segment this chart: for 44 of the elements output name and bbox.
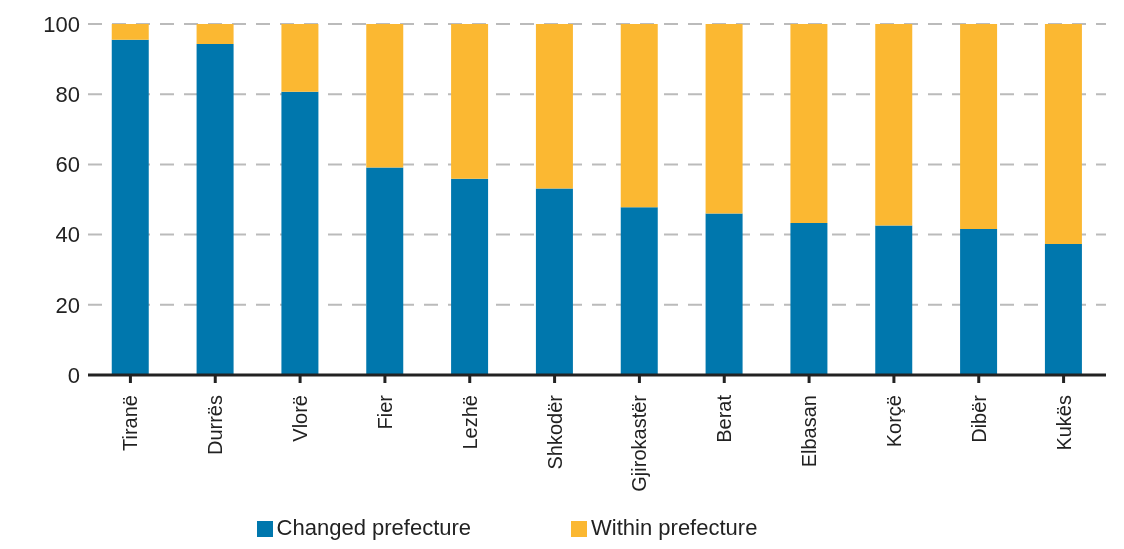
bar xyxy=(875,24,913,226)
x-tick-label: Elbasan xyxy=(798,395,821,468)
y-tick-label: 100 xyxy=(43,11,80,37)
bar xyxy=(960,228,998,375)
x-tick-label: Tiranë xyxy=(119,395,142,451)
bar xyxy=(875,225,913,375)
bar xyxy=(790,223,828,375)
y-tick-label: 40 xyxy=(55,222,80,248)
x-tick-label: Berat xyxy=(713,394,736,443)
bar xyxy=(1044,244,1082,375)
x-tick-label: Fier xyxy=(373,394,396,430)
bar xyxy=(281,24,319,92)
x-tick-label: Dibër xyxy=(967,394,990,443)
bar xyxy=(366,167,404,375)
y-tick-label: 0 xyxy=(67,362,80,388)
legend-label: Within prefecture xyxy=(591,515,758,540)
x-tick-label: Korçë xyxy=(882,395,905,448)
x-tick-label: Shkodër xyxy=(543,394,566,470)
y-tick-label: 20 xyxy=(55,292,80,318)
x-tick-label: Durrës xyxy=(204,395,227,456)
x-tick-label: Gjirokastër xyxy=(628,394,651,492)
bar xyxy=(111,39,149,375)
legend-label: Changed prefecture xyxy=(276,515,472,540)
bar xyxy=(111,24,149,40)
bar xyxy=(1044,24,1082,245)
bar xyxy=(196,24,234,45)
x-tick-label: Kukës xyxy=(1052,395,1075,451)
x-tick-label: Lezhë xyxy=(458,395,481,450)
bar xyxy=(535,188,573,375)
y-tick-label: 60 xyxy=(55,152,80,178)
y-tick-label: 80 xyxy=(55,82,80,108)
bar xyxy=(705,24,743,214)
bar xyxy=(451,178,489,375)
bar xyxy=(790,24,828,224)
bar xyxy=(705,213,743,375)
bar xyxy=(960,24,998,229)
x-tick-label: Vlorë xyxy=(289,395,312,442)
bar xyxy=(196,44,234,375)
bar xyxy=(535,24,573,189)
bar xyxy=(451,24,489,179)
bar xyxy=(620,24,658,208)
bar xyxy=(281,91,319,375)
bar xyxy=(366,24,404,168)
bar xyxy=(620,207,658,375)
